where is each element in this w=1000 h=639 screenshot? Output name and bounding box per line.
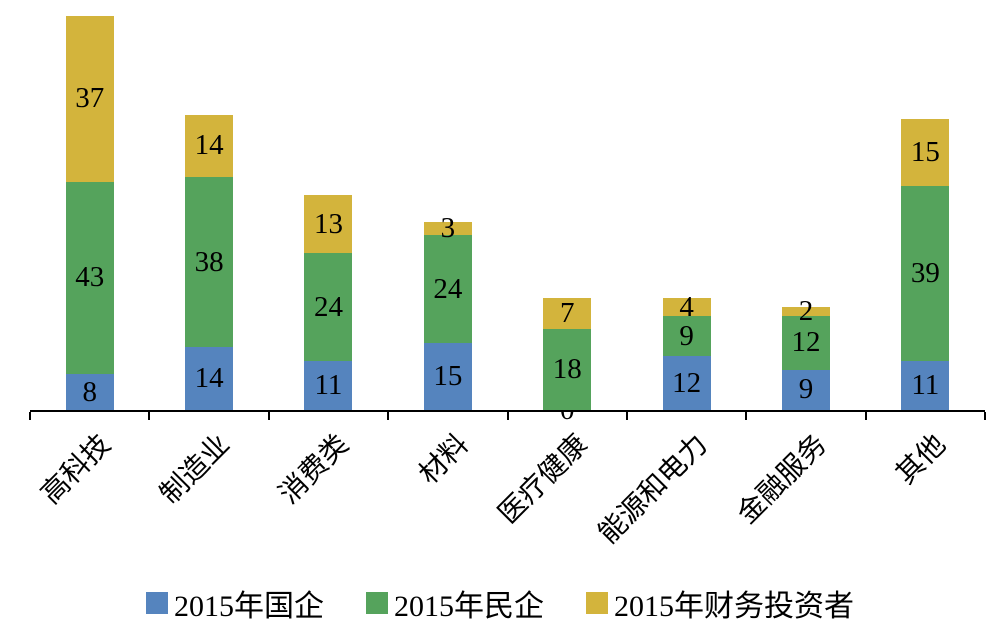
legend-item: 2015年民企 (366, 581, 544, 625)
value-label: 2 (798, 295, 814, 328)
value-label: 8 (82, 375, 97, 408)
legend: 2015年国企 2015年民企 2015年财务投资者 (0, 581, 1000, 625)
value-label: 14 (194, 362, 224, 395)
value-label: 11 (314, 368, 343, 401)
bar-segment: 43 (65, 181, 114, 375)
category-label: 其他 (890, 428, 953, 491)
x-label-slot: 高科技 (30, 414, 149, 574)
value-label: 12 (791, 326, 821, 359)
bar-slot: 11 39 15 (866, 0, 985, 410)
category-label: 消费类 (273, 428, 356, 511)
bar-segment: 8 (65, 374, 114, 410)
value-label: 24 (313, 290, 343, 323)
value-label: 13 (313, 207, 343, 240)
value-label: 15 (433, 359, 463, 392)
bar-slot: 15 24 3 (388, 0, 507, 410)
category-label: 高科技 (35, 428, 117, 511)
category-label: 制造业 (154, 428, 236, 511)
stacked-bar: 9 12 2 (781, 295, 830, 410)
bar-segment: 12 (781, 316, 830, 370)
bar-segment: 39 (901, 186, 950, 361)
value-label: 7 (559, 297, 575, 330)
axis-tick (267, 412, 270, 420)
value-label: 18 (552, 353, 582, 386)
bar-segment: 13 (304, 195, 353, 254)
value-label: 24 (433, 272, 463, 305)
x-label-slot: 医疗健康 (493, 414, 627, 574)
axis-tick (387, 412, 390, 420)
bar-segment: 18 (543, 329, 592, 410)
bar-segment: 15 (423, 342, 472, 410)
legend-item: 2015年财务投资者 (586, 581, 854, 625)
bar-segment: 3 (423, 212, 472, 245)
axis-tick (625, 412, 628, 420)
stacked-bar: 11 39 15 (901, 118, 950, 410)
value-label: 4 (679, 290, 694, 323)
legend-swatch (366, 592, 388, 614)
stacked-bar: 8 43 37 (65, 16, 114, 410)
plot-area: 8433714381411241315243018712949122113915 (29, 0, 986, 424)
stacked-bar: 12 9 4 (662, 290, 711, 410)
legend-label: 2015年财务投资者 (614, 590, 854, 623)
axis-tick (29, 412, 31, 420)
bar-segment: 4 (662, 290, 711, 323)
bar-segment: 9 (662, 316, 711, 357)
stacked-bar: 0187 (543, 297, 592, 424)
bar-slot: 9 12 2 (746, 0, 865, 410)
legend-label: 2015年民企 (394, 590, 544, 623)
bar-segment: 14 (185, 347, 234, 410)
x-label-slot: 制造业 (149, 414, 268, 574)
value-label: 3 (440, 212, 456, 245)
bar-segment: 2 (781, 295, 830, 328)
x-label-slot: 材料 (388, 414, 507, 574)
stacked-bar: 11 24 13 (304, 195, 353, 410)
x-label-slot: 能源和电力 (593, 414, 746, 574)
bar-segment: 9 (781, 369, 830, 410)
bar-segment: 15 (901, 118, 950, 187)
x-axis-labels: 高科技 制造业 消费类 材料 医疗健康 能源和电力 金融服务 其他 (30, 414, 985, 574)
x-label-slot: 其他 (866, 414, 985, 574)
value-label: 38 (194, 245, 224, 278)
axis-tick (506, 412, 509, 420)
value-label: 9 (679, 319, 694, 352)
bar-segment: 24 (304, 253, 353, 361)
bar-segment: 11 (901, 360, 950, 410)
legend-label: 2015年国企 (174, 590, 324, 623)
stacked-bar: 15 24 3 (423, 212, 472, 410)
stacked-bar: 14 38 14 (185, 114, 234, 410)
value-label: 12 (672, 366, 702, 399)
legend-swatch (586, 592, 608, 614)
category-label: 材料 (413, 428, 475, 491)
bar-slot: 0187 (508, 0, 627, 424)
x-label-slot: 消费类 (269, 414, 388, 574)
value-label: 9 (798, 373, 814, 406)
bar-segment: 11 (304, 360, 353, 410)
bar-slot: 12 9 4 (627, 0, 746, 410)
bar-segment: 24 (423, 235, 472, 343)
bar-segment: 12 (662, 356, 711, 410)
value-label: 37 (75, 82, 105, 115)
bar-slot: 14 38 14 (149, 0, 268, 410)
axis-tick (864, 412, 867, 420)
legend-item: 2015年国企 (146, 581, 324, 625)
value-label: 39 (910, 256, 940, 289)
legend-swatch (146, 592, 168, 614)
bar-segment: 37 (65, 16, 114, 182)
value-label: 15 (910, 136, 940, 169)
bar-slot: 11 24 13 (269, 0, 388, 410)
axis-tick (148, 412, 151, 420)
bar-slot: 8 43 37 (30, 0, 149, 410)
x-label-slot: 金融服务 (732, 414, 865, 574)
value-label: 14 (194, 129, 224, 162)
axis-tick (984, 412, 986, 420)
bar-segment: 7 (543, 297, 592, 330)
bar-segment: 14 (185, 114, 234, 178)
axis-tick (745, 412, 748, 420)
bar-segment: 38 (185, 177, 234, 348)
value-label: 43 (75, 261, 105, 294)
value-label: 11 (911, 368, 940, 401)
